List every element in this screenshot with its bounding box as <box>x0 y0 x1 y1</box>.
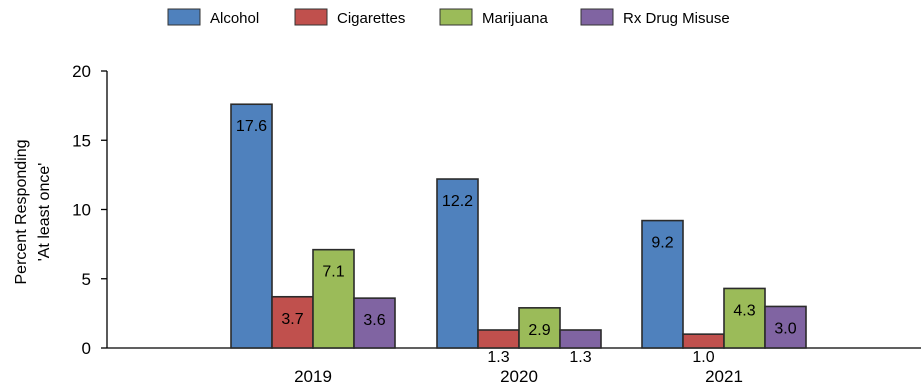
bar-2020-3 <box>559 329 602 349</box>
y-tick-label: 10 <box>72 201 91 220</box>
bar-2020-1 <box>477 329 520 349</box>
x-tick-label-2021: 2021 <box>705 367 743 386</box>
data-label-2019-2: 7.1 <box>322 264 344 281</box>
y-axis-title: Percent Responding 'At least once' <box>13 140 53 285</box>
legend-label-0: Alcohol <box>210 10 259 27</box>
bar-2019-1 <box>271 295 314 349</box>
bar-2020-2 <box>518 307 561 349</box>
data-label-2020-0: 12.2 <box>442 193 473 210</box>
bar-2019-3 <box>353 297 396 349</box>
bar-2021-1 <box>682 333 725 349</box>
x-tick-label-2020: 2020 <box>500 367 538 386</box>
x-tick-label-2019: 2019 <box>294 367 332 386</box>
data-labels: 17.6 3.7 7.1 3.6 12.2 1.3 2.9 1.3 9.2 1.0 4.3 3.0 <box>236 118 797 366</box>
y-axis-title-line-1: Percent Responding <box>13 140 30 285</box>
data-label-2019-3: 3.6 <box>363 312 385 329</box>
legend-swatch-1 <box>294 8 328 26</box>
data-label-2020-2: 2.9 <box>528 322 550 339</box>
legend-label-2: Marijuana <box>482 10 549 27</box>
y-tick-label: 15 <box>72 131 91 150</box>
bar-2019-2 <box>312 248 355 349</box>
data-label-2021-2: 4.3 <box>733 302 755 319</box>
legend-label-3: Rx Drug Misuse <box>623 10 730 27</box>
bar-2021-3 <box>764 305 807 349</box>
legend-swatch-0 <box>167 8 201 26</box>
y-tick-label: 20 <box>72 62 91 81</box>
bar-2020-0 <box>436 178 479 349</box>
legend-swatch-3 <box>580 8 614 26</box>
data-label-2021-1: 1.0 <box>692 349 714 366</box>
legend-swatch-2 <box>439 8 473 26</box>
legend-label-1: Cigarettes <box>337 10 405 27</box>
bar-2021-0 <box>641 219 684 349</box>
y-axis-title-line-2: 'At least once' <box>36 163 53 262</box>
data-label-2019-0: 17.6 <box>236 118 267 135</box>
x-tick-labels: 2019 2020 2021 <box>294 367 743 386</box>
data-label-2019-1: 3.7 <box>281 311 303 328</box>
y-tick-label: 0 <box>82 339 91 358</box>
y-tick-labels: 0 5 10 15 20 <box>72 62 107 358</box>
data-label-2020-3: 1.3 <box>569 349 591 366</box>
data-label-2021-0: 9.2 <box>651 235 673 252</box>
legend: Alcohol Cigarettes Marijuana Rx Drug Misuse <box>167 8 730 27</box>
data-label-2021-3: 3.0 <box>774 320 796 337</box>
data-label-2020-1: 1.3 <box>487 349 509 366</box>
y-tick-label: 5 <box>82 270 91 289</box>
bars <box>230 103 807 349</box>
bar-2019-0 <box>230 103 273 349</box>
